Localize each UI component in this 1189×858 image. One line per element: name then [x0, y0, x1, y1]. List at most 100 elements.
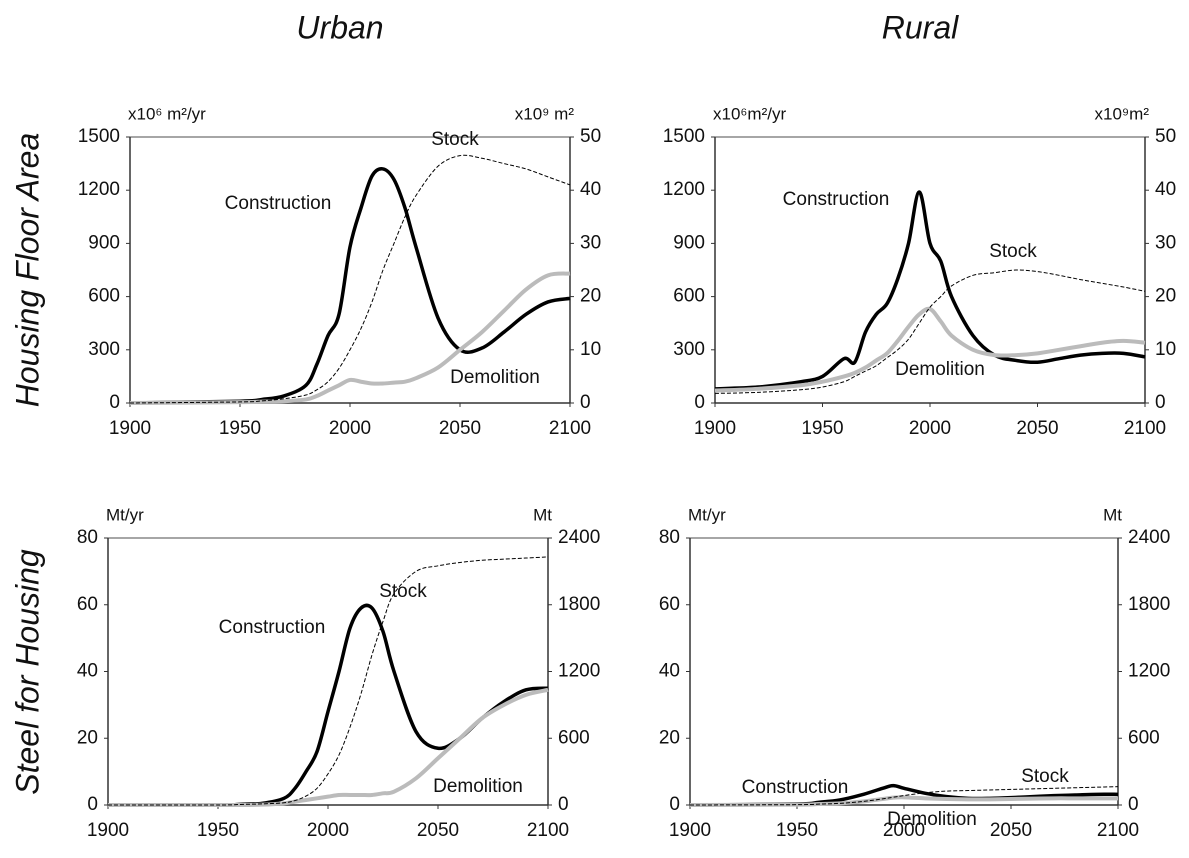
x-tick-label: 1900	[694, 418, 736, 439]
row-title: Housing Floor Area	[9, 133, 45, 408]
y2-tick-label: 20	[580, 286, 601, 307]
x-tick-label: 2100	[527, 820, 569, 841]
y-tick-label: 0	[694, 392, 705, 413]
y2-unit-label: x10⁹m²	[1094, 104, 1149, 123]
column-title: Urban	[296, 9, 383, 45]
y-tick-label: 60	[659, 594, 680, 615]
series-line	[107, 556, 549, 806]
x-tick-label: 2000	[909, 418, 951, 439]
y-tick-label: 900	[673, 232, 705, 253]
y2-tick-label: 10	[1155, 339, 1176, 360]
series-line	[689, 786, 1119, 806]
x-tick-label: 1900	[109, 418, 151, 439]
x-tick-label: 1900	[669, 820, 711, 841]
y-tick-label: 40	[77, 661, 98, 682]
y-tick-label: 900	[88, 232, 120, 253]
y-tick-label: 40	[659, 661, 680, 682]
series-label: Construction	[742, 777, 849, 798]
y2-tick-label: 1800	[558, 594, 600, 615]
series-label: Stock	[989, 241, 1037, 262]
x-tick-label: 2000	[883, 820, 925, 841]
y-tick-label: 300	[88, 339, 120, 360]
x-tick-label: 1950	[801, 418, 843, 439]
y-tick-label: 1500	[663, 126, 705, 147]
y-unit-label: x10⁶ m²/yr	[128, 104, 206, 123]
series-line	[129, 167, 571, 405]
y-tick-label: 1200	[663, 179, 705, 200]
y-tick-label: 80	[77, 527, 98, 548]
x-tick-label: 2050	[1016, 418, 1058, 439]
y2-tick-label: 1800	[1128, 594, 1170, 615]
x-tick-label: 2050	[439, 418, 481, 439]
y-tick-label: 80	[659, 527, 680, 548]
y2-tick-label: 40	[1155, 179, 1176, 200]
y2-tick-label: 50	[1155, 126, 1176, 147]
y2-tick-label: 0	[558, 794, 569, 815]
y-tick-label: 300	[673, 339, 705, 360]
y-tick-label: 0	[669, 794, 680, 815]
series-line	[129, 271, 571, 405]
x-tick-label: 2100	[1124, 418, 1166, 439]
series-label: Stock	[1021, 766, 1069, 787]
y-unit-label: Mt/yr	[106, 505, 144, 524]
series-line	[689, 783, 1119, 807]
y-tick-label: 60	[77, 594, 98, 615]
x-tick-label: 2050	[990, 820, 1032, 841]
y2-tick-label: 0	[1155, 392, 1166, 413]
x-tick-label: 2000	[329, 418, 371, 439]
row-title: Steel for Housing	[9, 549, 45, 795]
series-label: Demolition	[433, 776, 523, 797]
y-tick-label: 1500	[78, 126, 120, 147]
y2-tick-label: 30	[580, 232, 601, 253]
y2-tick-label: 0	[580, 392, 591, 413]
y2-tick-label: 1200	[1128, 661, 1170, 682]
y-unit-label: x10⁶m²/yr	[713, 104, 786, 123]
y2-tick-label: 30	[1155, 232, 1176, 253]
series-label: Construction	[219, 617, 326, 638]
series-label: Demolition	[450, 367, 540, 388]
series-line	[129, 154, 571, 404]
y-tick-label: 1200	[78, 179, 120, 200]
series-line	[108, 687, 549, 808]
y2-tick-label: 40	[580, 179, 601, 200]
x-tick-label: 1950	[219, 418, 261, 439]
series-label: Construction	[783, 189, 890, 210]
x-tick-label: 1950	[776, 820, 818, 841]
y2-tick-label: 20	[1155, 286, 1176, 307]
series-line	[689, 795, 1118, 807]
y2-tick-label: 50	[580, 126, 601, 147]
y2-tick-label: 600	[1128, 727, 1160, 748]
series-line	[714, 269, 1146, 394]
series-label: Construction	[225, 193, 332, 214]
series-label: Stock	[379, 581, 427, 602]
y2-tick-label: 10	[580, 339, 601, 360]
series-label: Demolition	[895, 359, 985, 380]
x-tick-label: 1900	[87, 820, 129, 841]
series-label: Stock	[431, 129, 479, 150]
series-line	[714, 190, 1146, 391]
x-tick-label: 2050	[417, 820, 459, 841]
y-tick-label: 20	[77, 727, 98, 748]
y2-unit-label: x10⁹ m²	[515, 104, 575, 123]
y-tick-label: 0	[87, 794, 98, 815]
column-title: Rural	[882, 9, 959, 45]
y2-unit-label: Mt	[533, 505, 552, 524]
x-tick-label: 2100	[549, 418, 591, 439]
y2-tick-label: 2400	[1128, 527, 1170, 548]
y-tick-label: 600	[88, 286, 120, 307]
series-line	[714, 306, 1146, 393]
x-tick-label: 2000	[307, 820, 349, 841]
y-unit-label: Mt/yr	[688, 505, 726, 524]
y2-unit-label: Mt	[1103, 505, 1122, 524]
y-tick-label: 0	[109, 392, 120, 413]
y2-tick-label: 600	[558, 727, 590, 748]
y2-tick-label: 2400	[558, 527, 600, 548]
x-tick-label: 1950	[197, 820, 239, 841]
y-tick-label: 20	[659, 727, 680, 748]
y2-tick-label: 0	[1128, 794, 1139, 815]
x-tick-label: 2100	[1097, 820, 1139, 841]
y2-tick-label: 1200	[558, 661, 600, 682]
y-tick-label: 600	[673, 286, 705, 307]
series-label: Demolition	[887, 809, 977, 830]
